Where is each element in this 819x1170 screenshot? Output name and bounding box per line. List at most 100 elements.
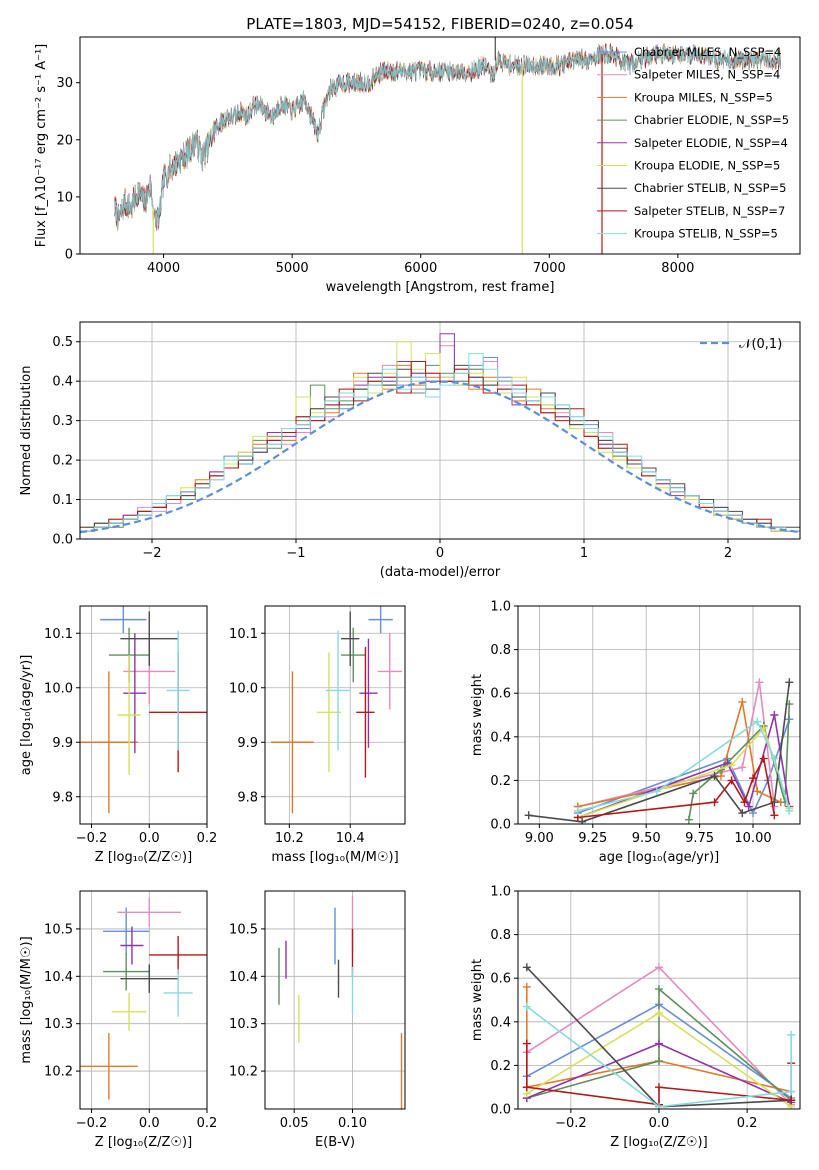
mass-weight-marker	[655, 985, 663, 994]
spectrum-line	[114, 44, 781, 229]
legend-label: Chabrier MILES, N_SSP=4	[634, 45, 781, 59]
mass-weight-line	[577, 701, 782, 808]
mass-weight-marker	[749, 774, 757, 783]
x-tick-label: 4000	[147, 261, 180, 276]
y-tick-label: 10.2	[229, 1065, 258, 1080]
mass-vs-ebv-panel: 0.05 0.10 10.2 10.3 10.4 10.5 E(B-V)	[229, 890, 406, 1150]
x-tick-label: −1	[286, 546, 305, 561]
y-axis-label: mass weight	[470, 674, 485, 756]
mass-weight-marker	[740, 798, 749, 807]
y-tick-label: 10.5	[44, 922, 73, 937]
y-tick-label: 10.3	[229, 1017, 258, 1032]
y-tick-label: 10.5	[229, 922, 258, 937]
mass-weight-marker	[770, 711, 779, 719]
mass-weight-marker	[770, 811, 779, 820]
x-tick-label: −2	[142, 546, 161, 561]
mass-weight-marker	[652, 787, 661, 796]
axes-frame: −2 −1 0 1 2 0.0 0.1 0.2 0.3 0.4 0.5 (data-model)/er…	[19, 321, 801, 580]
age-vs-mass-panel: 10.2 10.4 9.8 9.9 10.0 10.1 mass [log₁₀(M/M☉)]	[229, 605, 406, 865]
y-tick-label: 10.4	[44, 970, 73, 985]
y-tick-label: 0.0	[52, 533, 73, 548]
spectrum-panel: 4000 5000 6000 7000 8000 0 10 20 30 wavelength [A…	[34, 15, 801, 295]
y-axis-label: age [log₁₀(age/yr)]	[19, 655, 34, 776]
y-tick-label: 1.0	[490, 600, 511, 615]
axes-box	[517, 605, 801, 825]
axes-frame: 9.00 9.25 9.50 9.75 10.00 0.0 0.2 0.4 0.6 0.8 1.0 a…	[470, 600, 801, 865]
mass-weight-line	[526, 1005, 792, 1108]
axes-box	[79, 890, 208, 1110]
x-tick-label: 1	[580, 546, 588, 561]
legend-label: Salpeter ELODIE, N_SSP=4	[634, 136, 788, 150]
plot-area	[80, 333, 800, 534]
mass-weight-marker	[727, 761, 736, 770]
x-tick-label: 9.50	[632, 831, 661, 846]
mass-weight-marker	[710, 772, 719, 781]
plot-area	[522, 963, 796, 1109]
y-tick-label: 10	[56, 190, 73, 205]
x-tick-label: −0.2	[76, 1116, 108, 1131]
y-axis-label: Flux [f_λ10⁻¹⁷ erg cm⁻² s⁻¹ A⁻¹]	[34, 44, 49, 248]
axes-box	[79, 605, 208, 825]
y-tick-label: 0.1	[52, 493, 73, 508]
legend-label: Chabrier STELIB, N_SSP=5	[634, 181, 786, 195]
x-tick-label: 0.2	[197, 831, 218, 846]
mass-weight-marker	[522, 963, 531, 972]
mass-weight-marker	[522, 1083, 531, 1092]
x-axis-label: age [log₁₀(age/yr)]	[599, 850, 720, 865]
mass-weight-marker	[770, 754, 779, 763]
x-tick-label: 0.0	[649, 1116, 670, 1131]
histogram-step	[80, 353, 800, 532]
y-tick-label: 0.5	[52, 335, 73, 350]
mass-weight-marker	[522, 1039, 531, 1048]
x-tick-label: 0.0	[139, 831, 160, 846]
x-axis-label: E(B-V)	[315, 1135, 355, 1150]
x-axis-label: (data-model)/error	[380, 565, 501, 580]
axes-frame: −0.2 0.0 0.2 9.8 9.9 10.0 10.1 Z [log₁₀(Z/Z☉)] a…	[19, 605, 218, 865]
y-tick-label: 0.2	[490, 1059, 511, 1074]
plot-area	[80, 606, 207, 814]
mass-weight-marker	[738, 763, 747, 772]
y-axis-label: mass weight	[470, 959, 485, 1041]
mass-weight-line	[526, 987, 792, 1101]
mass-weight-marker	[655, 1057, 663, 1066]
plot-area	[271, 606, 402, 814]
y-tick-label: 0.3	[52, 414, 73, 429]
mass-weight-marker	[787, 1087, 796, 1096]
x-tick-label: 9.75	[685, 831, 714, 846]
axes-box	[264, 890, 406, 1110]
legend-label: Chabrier ELODIE, N_SSP=5	[634, 113, 789, 127]
x-tick-label: 0.0	[139, 1116, 160, 1131]
y-tick-label: 0	[65, 248, 73, 263]
y-tick-label: 0.4	[490, 1015, 511, 1030]
y-tick-label: 0.4	[52, 375, 73, 390]
x-axis-label: Z [log₁₀(Z/Z☉)]	[95, 1135, 192, 1150]
x-tick-label: 7000	[533, 261, 566, 276]
x-tick-label: 0.10	[338, 1116, 367, 1131]
mass-weight-vs-age-panel: 9.00 9.25 9.50 9.75 10.00 0.0 0.2 0.4 0.6 0.8 1.0 a…	[470, 600, 801, 865]
plot-area	[278, 895, 403, 1109]
y-tick-label: 30	[56, 76, 73, 91]
x-tick-label: 8000	[661, 261, 694, 276]
legend-label: Salpeter MILES, N_SSP=4	[634, 68, 780, 82]
x-tick-label: 10.00	[734, 831, 771, 846]
x-tick-label: 5000	[276, 261, 309, 276]
axes-frame: 0.05 0.10 10.2 10.3 10.4 10.5 E(B-V)	[229, 890, 406, 1150]
x-axis-label: wavelength [Angstrom, rest frame]	[326, 280, 555, 295]
y-tick-label: 9.9	[52, 736, 73, 751]
y-tick-label: 9.8	[237, 790, 258, 805]
y-tick-label: 10.0	[44, 681, 73, 696]
legend: Chabrier MILES, N_SSP=4 Salpeter MILES, N…	[597, 45, 789, 241]
x-axis-label: mass [log₁₀(M/M☉)]	[271, 850, 398, 865]
y-tick-label: 10.3	[44, 1017, 73, 1032]
mass-weight-marker	[655, 1009, 663, 1018]
mass-weight-marker	[753, 787, 762, 796]
y-tick-label: 10.4	[229, 970, 258, 985]
legend-label: 𝒩(0,1)	[739, 337, 782, 352]
x-tick-label: −0.2	[76, 831, 108, 846]
mass-weight-marker	[655, 1039, 663, 1048]
mass-weight-marker	[655, 963, 663, 972]
y-tick-label: 0.2	[52, 454, 73, 469]
x-tick-label: 2	[724, 546, 732, 561]
axes-frame: −0.2 0.0 0.2 0.0 0.2 0.4 0.6 0.8 1.0 Z [log₁₀(Z/Z…	[470, 885, 801, 1150]
chart-title: PLATE=1803, MJD=54152, FIBERID=0240, z=0…	[246, 15, 633, 33]
